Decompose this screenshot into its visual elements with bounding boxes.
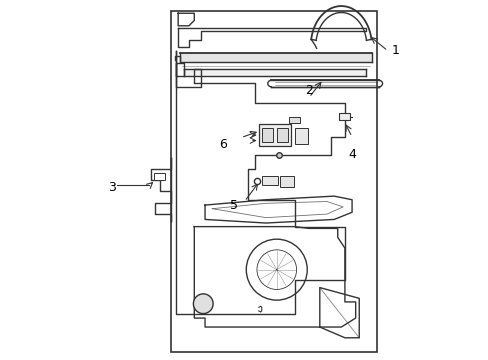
Bar <box>262 128 273 142</box>
Bar <box>279 176 293 187</box>
Bar <box>171 12 376 352</box>
Bar <box>276 128 287 142</box>
Text: 4: 4 <box>347 148 355 161</box>
Ellipse shape <box>193 294 213 314</box>
Bar <box>289 117 300 123</box>
Text: 6: 6 <box>219 138 226 150</box>
Bar <box>261 176 277 185</box>
Bar <box>154 173 164 180</box>
Bar <box>295 128 307 144</box>
Text: 3: 3 <box>108 181 116 194</box>
Bar <box>338 113 349 121</box>
Text: 2: 2 <box>305 84 312 97</box>
Text: 5: 5 <box>229 199 237 212</box>
Bar <box>258 125 290 146</box>
Text: 1: 1 <box>390 44 398 57</box>
